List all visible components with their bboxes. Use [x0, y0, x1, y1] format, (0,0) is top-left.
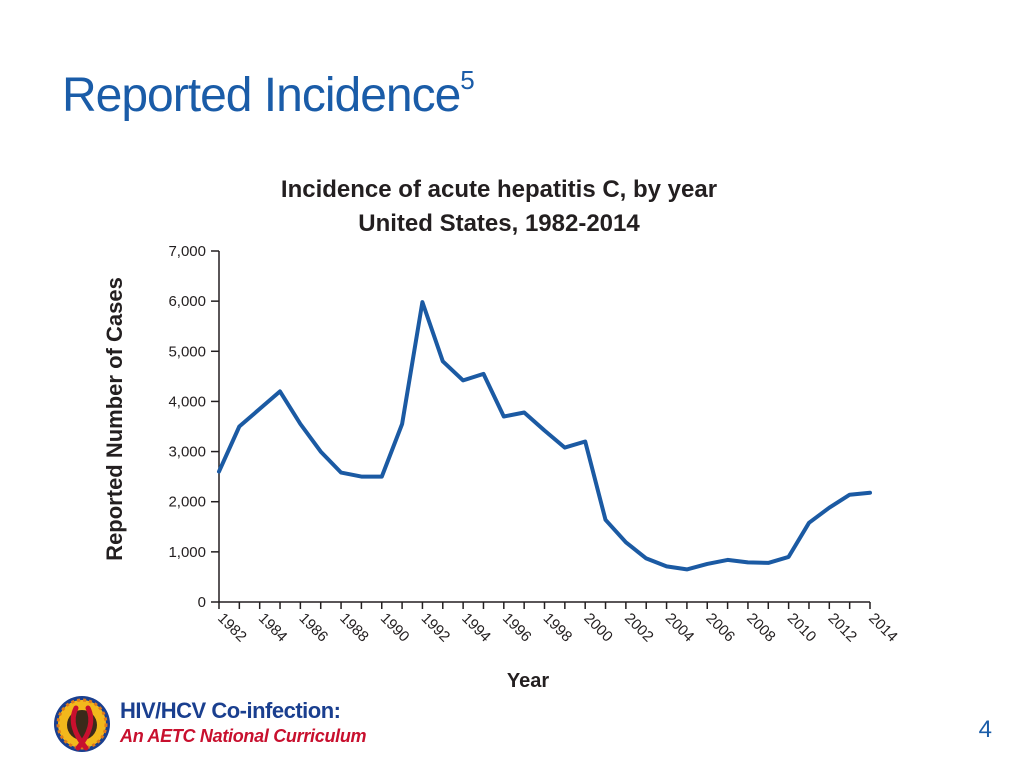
citation-superscript: 5 [460, 65, 475, 95]
y-tick-label: 7,000 [168, 243, 206, 260]
chart-title-line-1: Incidence of acute hepatitis C, by year [281, 176, 717, 203]
x-tick-label: 1996 [499, 610, 535, 646]
x-axis-title: Year [507, 670, 549, 692]
slide-title-text: Reported Incidence [62, 69, 461, 122]
y-tick-label: 4,000 [168, 393, 206, 410]
x-tick-label: 1988 [336, 610, 372, 646]
y-tick-label: 3,000 [168, 444, 206, 461]
slide-title: Reported Incidence5 [62, 67, 475, 123]
chart-title-line-2: United States, 1982-2014 [358, 210, 640, 237]
x-tick-label: 1986 [296, 610, 332, 646]
x-tick-label: 1984 [255, 610, 291, 646]
x-tick-label: 1990 [377, 610, 413, 646]
incidence-line-chart: Incidence of acute hepatitis C, by year … [102, 176, 901, 692]
x-axis-ticks: 1982 1984 1986 1988 1990 1992 1994 1996 1998 2000… [214, 602, 901, 645]
y-tick-label: 1,000 [168, 544, 206, 561]
x-tick-label: 2008 [743, 610, 779, 646]
page-number: 4 [978, 716, 992, 743]
y-axis-title: Reported Number of Cases [102, 277, 127, 561]
x-tick-label: 1982 [214, 610, 250, 646]
y-tick-label: 5,000 [168, 343, 206, 360]
x-tick-label: 2004 [662, 610, 698, 646]
y-axis-ticks: 0 1,000 2,000 3,000 4,000 5,000 6,000 7,000 [168, 243, 219, 611]
aetc-emblem-icon [54, 696, 110, 752]
x-tick-label: 2010 [784, 610, 820, 646]
x-tick-label: 2000 [580, 610, 616, 646]
x-tick-label: 2002 [621, 610, 657, 646]
x-tick-label: 2006 [702, 610, 738, 646]
y-tick-label: 0 [198, 594, 206, 611]
x-tick-label: 1992 [418, 610, 454, 646]
logo-line-2: An AETC National Curriculum [120, 726, 367, 746]
series-line [217, 300, 872, 572]
x-tick-label: 2012 [824, 610, 860, 646]
x-tick-label: 2014 [865, 610, 901, 646]
logo-line-1: HIV/HCV Co-infection: [120, 698, 341, 723]
x-tick-label: 1998 [540, 610, 576, 646]
y-tick-label: 6,000 [168, 293, 206, 310]
x-tick-label: 1994 [458, 610, 494, 646]
aetc-logo: HIV/HCV Co-infection: An AETC National C… [52, 694, 382, 754]
y-tick-label: 2,000 [168, 494, 206, 511]
